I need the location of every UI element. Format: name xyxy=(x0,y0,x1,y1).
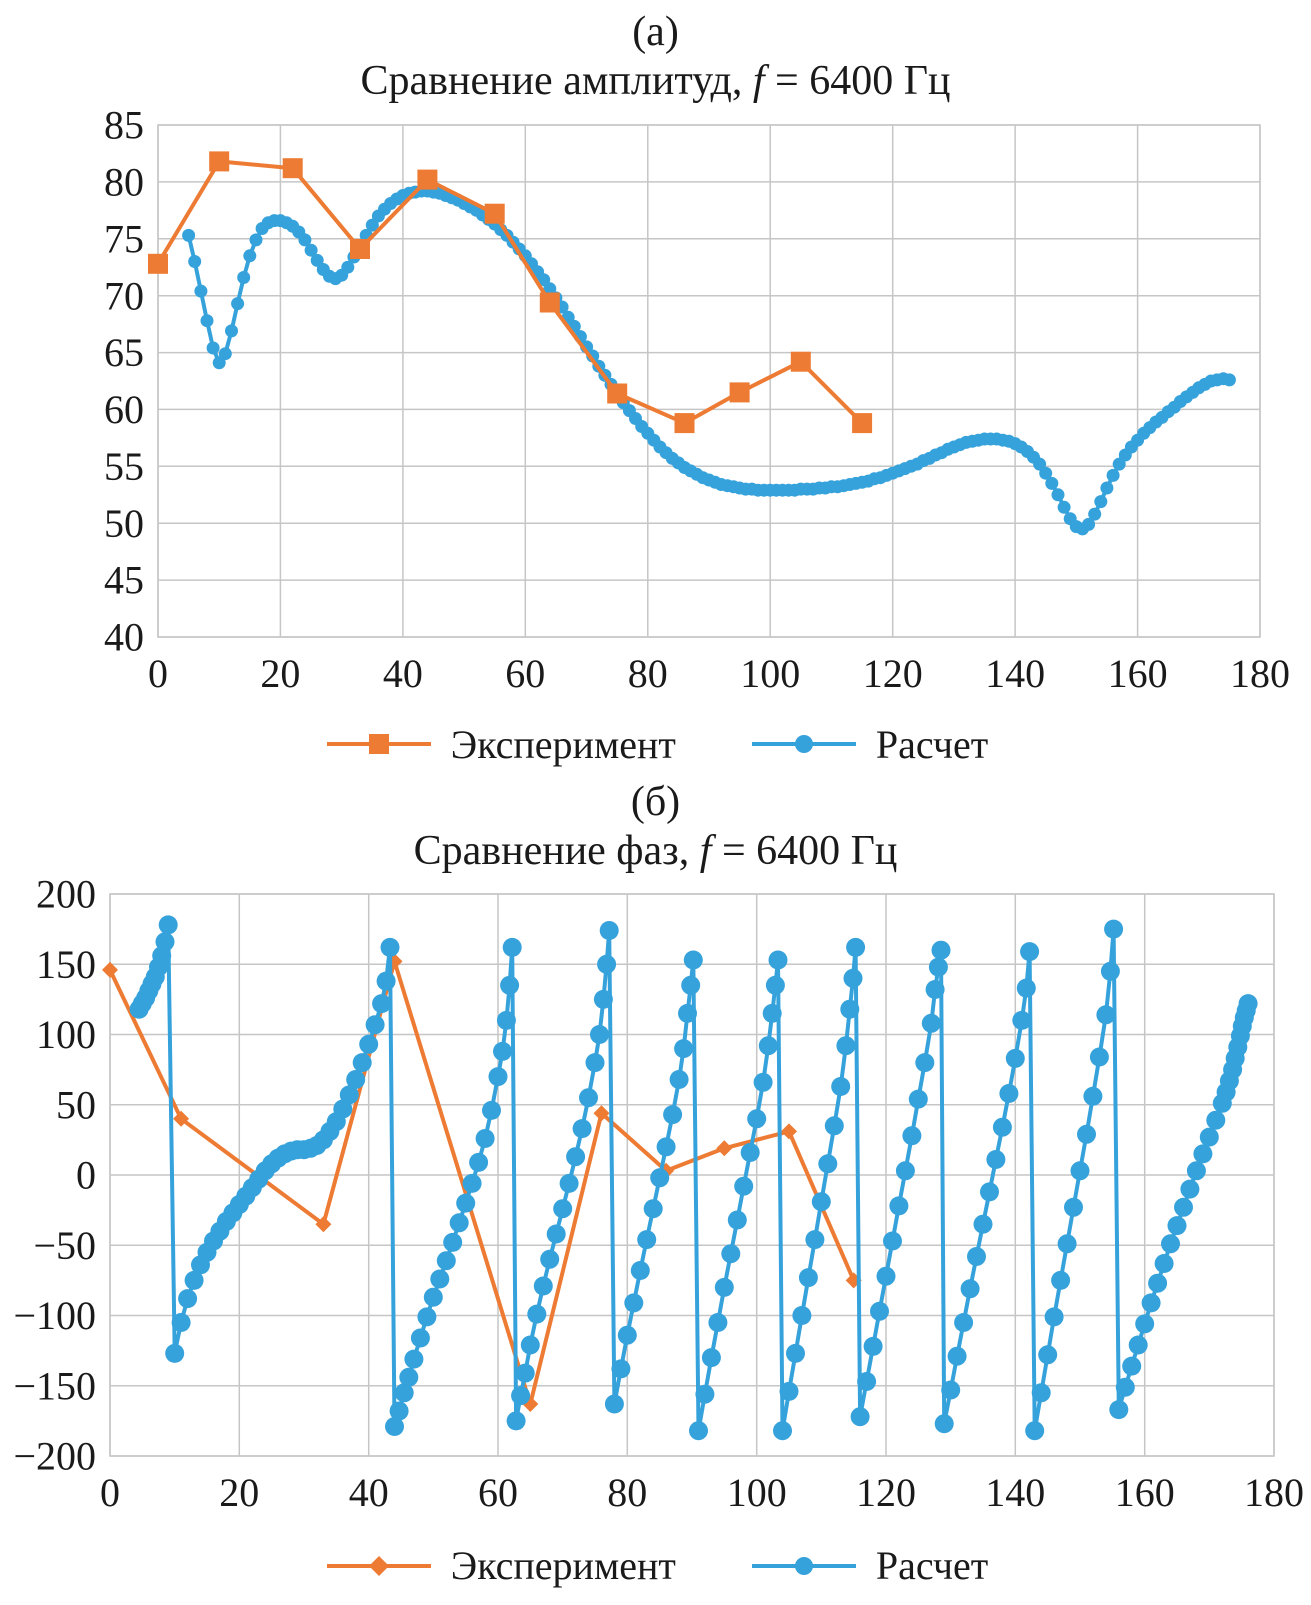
svg-text:200: 200 xyxy=(36,880,96,917)
svg-text:40: 40 xyxy=(104,614,144,659)
svg-text:50: 50 xyxy=(56,1083,96,1128)
svg-text:40: 40 xyxy=(348,1470,388,1515)
calculation-circle-marker-icon xyxy=(751,1556,856,1575)
svg-text:60: 60 xyxy=(478,1470,518,1515)
svg-text:55: 55 xyxy=(104,444,144,489)
title-frequency-variable: f xyxy=(752,58,765,105)
title-prefix: Сравнение амплитуд, xyxy=(360,58,753,105)
svg-text:50: 50 xyxy=(104,500,144,545)
legend-label-calculation: Расчет xyxy=(875,1543,989,1589)
experiment-diamond-marker-icon xyxy=(326,1555,431,1576)
svg-text:−150: −150 xyxy=(13,1364,96,1409)
svg-text:−200: −200 xyxy=(13,1434,96,1479)
svg-text:45: 45 xyxy=(104,557,144,602)
calculation-circle-marker-icon xyxy=(751,735,856,754)
svg-text:120: 120 xyxy=(862,651,922,696)
svg-text:80: 80 xyxy=(607,1470,647,1515)
title-suffix: = 6400 Гц xyxy=(764,58,951,105)
svg-text:100: 100 xyxy=(726,1470,786,1515)
panel-a-label: (а) xyxy=(632,9,679,55)
svg-text:60: 60 xyxy=(505,651,545,696)
amplitude-chart-title: Сравнение амплитуд, f = 6400 Гц xyxy=(0,56,1311,106)
svg-text:180: 180 xyxy=(1230,651,1290,696)
title-frequency-variable: f xyxy=(699,827,712,874)
svg-text:70: 70 xyxy=(104,273,144,318)
svg-text:20: 20 xyxy=(260,651,300,696)
title-prefix: Сравнение фаз, xyxy=(413,827,700,874)
legend-label-experiment: Эксперимент xyxy=(450,1543,676,1589)
svg-text:140: 140 xyxy=(985,1470,1045,1515)
svg-text:100: 100 xyxy=(36,1012,96,1057)
amplitude-legend: Эксперимент Расчет xyxy=(0,721,1311,768)
svg-text:180: 180 xyxy=(1244,1470,1304,1515)
svg-text:−50: −50 xyxy=(33,1223,96,1268)
legend-item-calculation: Расчет xyxy=(748,721,988,768)
svg-text:140: 140 xyxy=(985,651,1045,696)
legend-label-calculation: Расчет xyxy=(875,721,989,767)
title-suffix: = 6400 Гц xyxy=(711,827,898,874)
svg-text:100: 100 xyxy=(740,651,800,696)
phase-chart: 0 20 40 60 80 100 120 140 160 180 −200 −150 −100 −50 0… xyxy=(13,880,1304,1515)
svg-text:20: 20 xyxy=(219,1470,259,1515)
svg-text:150: 150 xyxy=(36,942,96,987)
svg-text:160: 160 xyxy=(1114,1470,1174,1515)
svg-text:75: 75 xyxy=(104,216,144,261)
svg-text:120: 120 xyxy=(856,1470,916,1515)
panel-a: (а) Сравнение амплитуд, f = 6400 Гц 0 20 4… xyxy=(0,8,1311,768)
svg-text:0: 0 xyxy=(76,1153,96,1198)
legend-item-experiment: Эксперимент xyxy=(323,721,676,768)
svg-text:−100: −100 xyxy=(13,1293,96,1338)
legend-item-experiment: Эксперимент xyxy=(323,1542,676,1589)
svg-text:0: 0 xyxy=(148,651,168,696)
phase-chart-title: Сравнение фаз, f = 6400 Гц xyxy=(0,826,1311,876)
svg-text:60: 60 xyxy=(104,387,144,432)
svg-text:65: 65 xyxy=(104,330,144,375)
svg-text:80: 80 xyxy=(104,159,144,204)
svg-text:0: 0 xyxy=(100,1470,120,1515)
legend-label-experiment: Эксперимент xyxy=(450,721,676,767)
svg-text:40: 40 xyxy=(382,651,422,696)
svg-text:85: 85 xyxy=(104,111,144,148)
amplitude-chart: 0 20 40 60 80 100 120 140 160 180 40 45 50 55 60 65 70 75… xyxy=(104,111,1290,696)
legend-item-calculation: Расчет xyxy=(748,1542,988,1589)
panel-b-label: (б) xyxy=(630,778,681,825)
svg-text:160: 160 xyxy=(1107,651,1167,696)
panel-b: (б) Сравнение фаз, f = 6400 Гц 0 20 40 60 80… xyxy=(0,778,1311,1590)
phase-legend: Эксперимент Расчет xyxy=(0,1542,1311,1589)
svg-text:80: 80 xyxy=(627,651,667,696)
experiment-square-marker-icon xyxy=(326,734,431,755)
